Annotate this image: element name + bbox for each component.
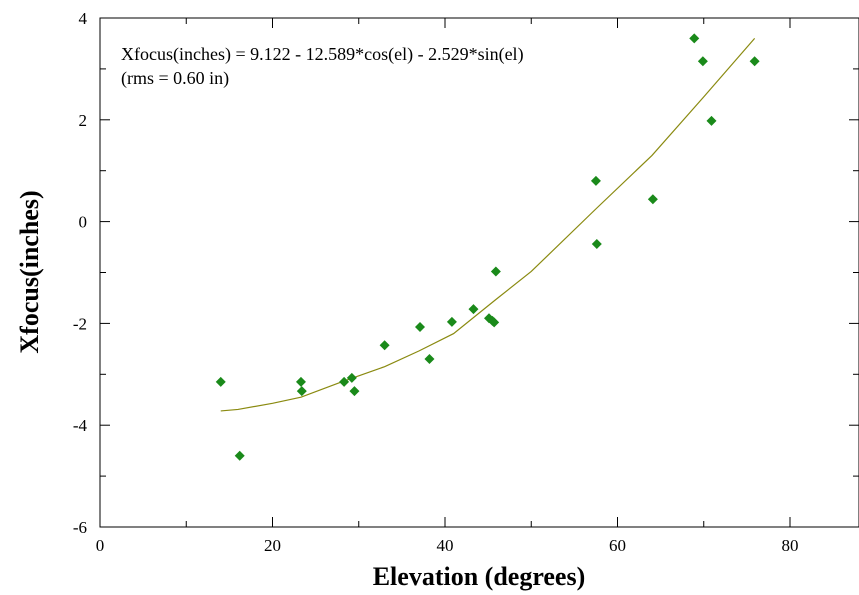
plot-frame — [99, 17, 859, 528]
data-point — [339, 376, 350, 387]
data-point — [647, 194, 658, 205]
data-point — [424, 354, 435, 365]
data-point — [414, 321, 425, 332]
data-point — [446, 316, 457, 327]
x-tick-label: 20 — [264, 536, 281, 555]
y-tick-label: -2 — [73, 314, 87, 333]
x-tick-label: 0 — [96, 536, 105, 555]
data-point — [706, 115, 717, 126]
data-point — [490, 266, 501, 277]
data-point — [295, 376, 306, 387]
data-point — [349, 386, 360, 397]
data-points-layer — [215, 33, 760, 461]
y-axis-title: Xfocus(inches) — [15, 190, 44, 353]
y-tick-label: 4 — [79, 9, 88, 28]
y-tick-label: -6 — [73, 518, 87, 537]
x-tick-label: 60 — [609, 536, 626, 555]
data-point — [489, 317, 500, 328]
data-point — [346, 372, 357, 383]
data-point — [697, 56, 708, 67]
rms-annotation: (rms = 0.60 in) — [121, 68, 229, 89]
fit-curve-layer — [220, 37, 756, 412]
data-point — [234, 450, 245, 461]
y-tick-label: -4 — [73, 416, 88, 435]
data-point — [215, 376, 226, 387]
x-tick-label: 80 — [782, 536, 799, 555]
data-point — [591, 238, 602, 249]
axis-ticks: 0 20 40 60 80 -6 -4 -2 0 2 4 — [73, 9, 859, 555]
data-point — [590, 175, 601, 186]
fit-equation-annotation: Xfocus(inches) = 9.122 - 12.589*cos(el) … — [121, 44, 524, 65]
x-tick-label: 40 — [437, 536, 454, 555]
y-tick-label: 2 — [79, 111, 88, 130]
fit-curve-line — [220, 37, 756, 412]
data-point — [749, 56, 760, 67]
data-point — [689, 33, 700, 44]
x-axis-title: Elevation (degrees) — [373, 562, 586, 591]
data-point — [296, 386, 307, 397]
y-tick-label: 0 — [79, 213, 88, 232]
data-point — [468, 304, 479, 315]
data-point — [379, 340, 390, 351]
